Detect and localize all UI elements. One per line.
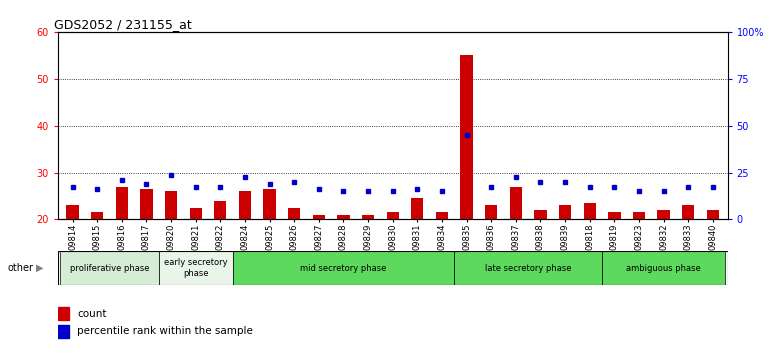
Bar bbox=[337, 215, 350, 219]
Bar bbox=[608, 212, 621, 219]
Bar bbox=[58, 325, 69, 338]
Text: count: count bbox=[77, 309, 106, 319]
Bar bbox=[60, 251, 159, 285]
Bar bbox=[510, 187, 522, 219]
Bar bbox=[214, 201, 226, 219]
Bar bbox=[454, 251, 602, 285]
Bar bbox=[682, 205, 695, 219]
Text: other: other bbox=[8, 263, 34, 273]
Bar bbox=[58, 307, 69, 320]
Bar bbox=[584, 203, 596, 219]
Bar bbox=[387, 212, 399, 219]
Text: proliferative phase: proliferative phase bbox=[70, 264, 149, 273]
Text: early secretory
phase: early secretory phase bbox=[164, 258, 227, 278]
Bar bbox=[91, 212, 103, 219]
Bar bbox=[140, 189, 152, 219]
Text: mid secretory phase: mid secretory phase bbox=[300, 264, 387, 273]
Bar bbox=[159, 251, 233, 285]
Bar bbox=[602, 251, 725, 285]
Bar bbox=[66, 205, 79, 219]
Bar bbox=[707, 210, 719, 219]
Text: GDS2052 / 231155_at: GDS2052 / 231155_at bbox=[55, 18, 192, 31]
Bar bbox=[485, 205, 497, 219]
Bar bbox=[189, 208, 202, 219]
Text: late secretory phase: late secretory phase bbox=[485, 264, 571, 273]
Bar bbox=[288, 208, 300, 219]
Bar bbox=[313, 215, 325, 219]
Bar bbox=[116, 187, 128, 219]
Bar bbox=[534, 210, 547, 219]
Text: ambiguous phase: ambiguous phase bbox=[626, 264, 701, 273]
Bar bbox=[165, 191, 177, 219]
Bar bbox=[233, 251, 454, 285]
Bar bbox=[239, 191, 251, 219]
Text: ▶: ▶ bbox=[36, 263, 44, 273]
Bar bbox=[411, 198, 424, 219]
Text: percentile rank within the sample: percentile rank within the sample bbox=[77, 326, 253, 336]
Bar bbox=[263, 189, 276, 219]
Bar bbox=[559, 205, 571, 219]
Bar bbox=[436, 212, 448, 219]
Bar bbox=[633, 212, 645, 219]
Bar bbox=[460, 55, 473, 219]
Bar bbox=[362, 215, 374, 219]
Bar bbox=[658, 210, 670, 219]
